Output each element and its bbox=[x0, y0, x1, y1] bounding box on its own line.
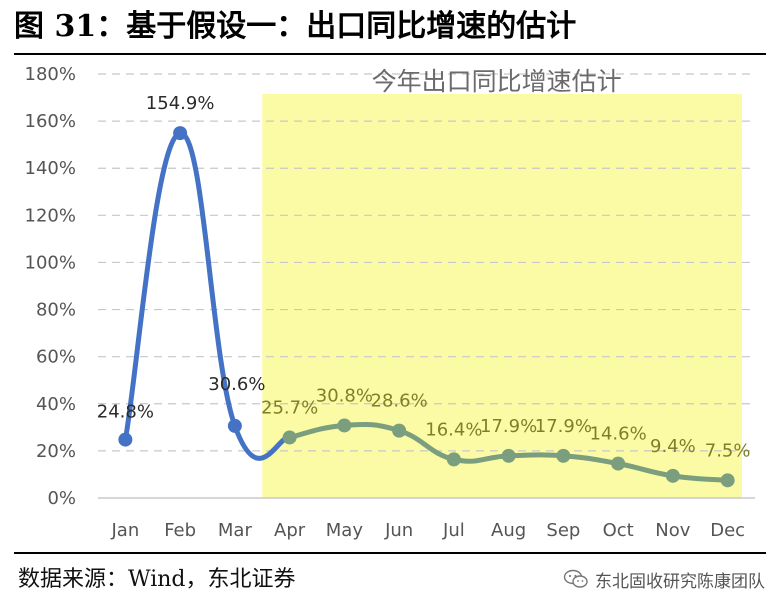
data-point-actual bbox=[227, 418, 242, 433]
data-point-estimate bbox=[556, 448, 571, 463]
y-tick-label: 0% bbox=[47, 488, 76, 509]
y-tick-label: 80% bbox=[36, 300, 76, 321]
data-point-actual bbox=[173, 126, 188, 141]
x-tick-label: Nov bbox=[655, 520, 690, 541]
y-tick-label: 60% bbox=[36, 347, 76, 368]
y-tick-label: 140% bbox=[25, 158, 76, 179]
data-point-estimate bbox=[720, 473, 735, 488]
data-point-estimate bbox=[282, 430, 297, 445]
data-point-actual bbox=[118, 432, 133, 447]
data-label: 30.8% bbox=[316, 385, 373, 406]
y-axis-ticks: 0% 20% 40% 60% 80% 100% 120% 140% 160% 180% bbox=[25, 64, 76, 509]
data-label: 14.6% bbox=[590, 424, 647, 445]
data-point-estimate bbox=[501, 448, 516, 463]
x-tick-label: Apr bbox=[274, 520, 306, 541]
data-point-estimate bbox=[665, 468, 680, 483]
figure-title: 图 31：基于假设一：出口同比增速的估计 bbox=[14, 9, 577, 44]
data-label: 24.8% bbox=[97, 402, 154, 423]
title-rule bbox=[14, 53, 766, 55]
x-tick-label: Jan bbox=[111, 520, 140, 541]
data-point-estimate bbox=[446, 452, 461, 467]
y-tick-label: 20% bbox=[36, 441, 76, 462]
watermark-text: 东北固收研究陈康团队 bbox=[595, 571, 765, 592]
x-axis-ticks: Jan Feb Mar Apr May Jun Jul Aug Sep Oct Nov Dec bbox=[111, 520, 746, 541]
data-label: 9.4% bbox=[650, 436, 696, 457]
data-label: 16.4% bbox=[425, 419, 482, 440]
highlight-annotation: 今年出口同比增速估计 bbox=[372, 67, 622, 96]
watermark: 东北固收研究陈康团队 bbox=[563, 562, 765, 596]
data-label: 7.5% bbox=[705, 440, 751, 461]
x-tick-label: Jun bbox=[384, 520, 413, 541]
wechat-icon bbox=[563, 569, 588, 588]
data-label: 25.7% bbox=[261, 397, 318, 418]
x-tick-label: Aug bbox=[491, 520, 526, 541]
annotations: 今年出口同比增速估计 bbox=[372, 67, 622, 96]
series-points bbox=[118, 126, 735, 488]
y-tick-label: 120% bbox=[25, 205, 76, 226]
data-label: 30.6% bbox=[208, 374, 265, 395]
series-line-actual bbox=[122, 130, 293, 461]
x-tick-label: Oct bbox=[603, 520, 634, 541]
data-label: 154.9% bbox=[146, 93, 215, 114]
y-tick-label: 180% bbox=[25, 64, 76, 85]
grid-lines bbox=[98, 73, 755, 499]
y-tick-label: 160% bbox=[25, 111, 76, 132]
x-tick-label: Mar bbox=[218, 520, 253, 541]
data-label: 17.9% bbox=[535, 416, 592, 437]
data-point-estimate bbox=[611, 456, 626, 471]
data-labels: 24.8%154.9%30.6%25.7%30.8%28.6%16.4%17.9… bbox=[97, 93, 751, 461]
x-tick-label: Sep bbox=[546, 520, 580, 541]
source-note: 数据来源：Wind，东北证券 bbox=[18, 567, 296, 592]
x-tick-label: Dec bbox=[710, 520, 745, 541]
line-chart: 0% 20% 40% 60% 80% 100% 120% 140% 160% 180% Jan Fe… bbox=[25, 64, 755, 541]
x-tick-label: Feb bbox=[164, 520, 196, 541]
x-tick-label: Jul bbox=[442, 520, 465, 541]
data-label: 17.9% bbox=[480, 416, 537, 437]
y-tick-label: 40% bbox=[36, 394, 76, 415]
data-label: 28.6% bbox=[371, 391, 428, 412]
data-point-estimate bbox=[337, 418, 352, 433]
source-rule bbox=[14, 552, 766, 554]
data-point-estimate bbox=[392, 423, 407, 438]
x-tick-label: May bbox=[326, 520, 364, 541]
y-tick-label: 100% bbox=[25, 252, 76, 273]
